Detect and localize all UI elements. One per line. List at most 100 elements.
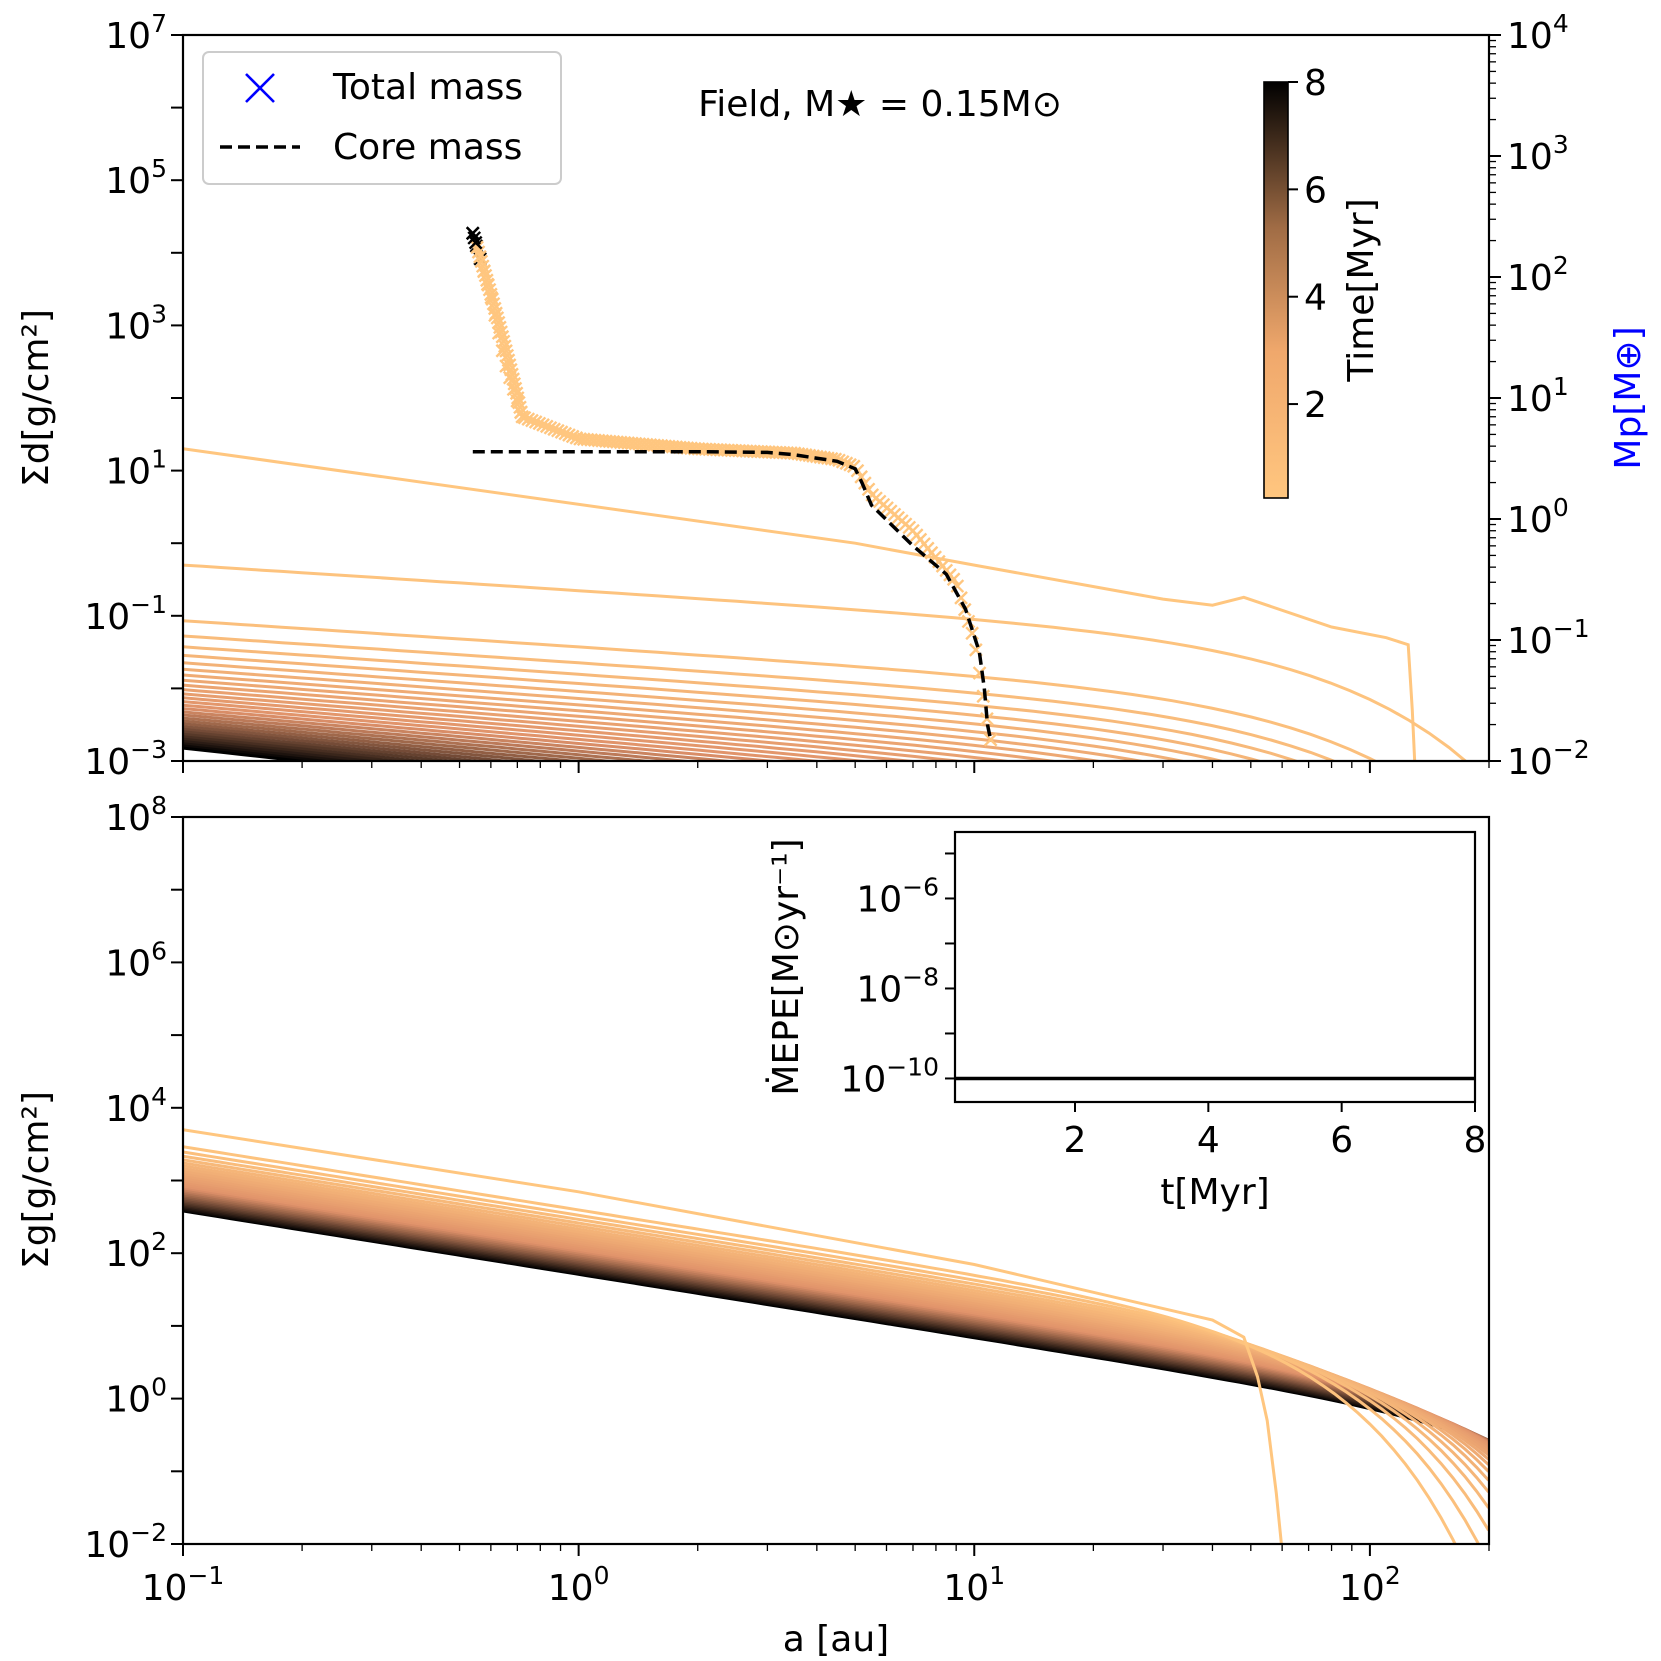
legend: Total mass Core mass xyxy=(202,51,562,185)
colorbar: 2 4 6 8 Time[Myr] xyxy=(1263,63,1382,499)
colorbar-gradient xyxy=(1263,81,1289,499)
dust-profile-line xyxy=(183,563,1468,761)
right-tick-label: 102 xyxy=(1507,251,1569,299)
inset-ylabel: ṀEPE[M⊙yr⁻¹] xyxy=(765,838,807,1095)
colorbar-label: Time[Myr] xyxy=(1341,198,1382,382)
dust-profile-line xyxy=(183,683,1062,761)
dust-profile-line xyxy=(183,703,828,761)
bottom-x-ticks: 10−1 100 101 102 xyxy=(142,1544,1490,1609)
inset-frame xyxy=(953,830,1477,1104)
y-tick-label: 103 xyxy=(105,299,167,347)
x-tick-label: 100 xyxy=(548,1561,610,1609)
colorbar-tick-label: 4 xyxy=(1304,278,1327,319)
total-mass-marker xyxy=(480,273,494,288)
gas-profile-line xyxy=(183,1209,1489,1445)
y-tick-label: 107 xyxy=(105,9,167,57)
colorbar-tick-label: 6 xyxy=(1304,170,1327,211)
total-mass-marker xyxy=(528,415,543,429)
y-tick-label: 101 xyxy=(105,445,167,493)
legend-core-mass-label: Core mass xyxy=(333,127,522,168)
dust-profile-line xyxy=(183,730,490,761)
total-mass-marker xyxy=(471,245,486,259)
dust-profile-line xyxy=(183,619,1379,761)
top-panel: 107 105 103 101 10−1 10−3 104 103 102 101 100 10−1… xyxy=(16,9,1649,783)
total-mass-marker xyxy=(543,420,558,435)
right-tick-label: 100 xyxy=(1507,493,1569,541)
total-mass-marker xyxy=(532,416,547,431)
right-tick-label: 10−2 xyxy=(1507,735,1590,783)
gas-profile-line xyxy=(183,1128,1283,1544)
gas-profile-line xyxy=(183,1208,1489,1445)
dust-profile-line xyxy=(183,719,622,761)
dust-profile-line xyxy=(183,673,1149,761)
total-mass-marker xyxy=(474,254,489,269)
total-mass-marker xyxy=(482,282,497,297)
planet-tracks xyxy=(465,226,998,747)
bottom-panel: 108 106 104 102 100 10−2 10−1 100 101 102 Σg[g/c… xyxy=(16,791,1491,1660)
total-mass-marker xyxy=(467,231,482,245)
inset-x-ticks: 2 4 6 8 xyxy=(1064,1102,1487,1161)
total-mass-marker xyxy=(562,428,576,442)
y-tick-label: 100 xyxy=(105,1373,167,1421)
total-mass-marker xyxy=(473,249,487,264)
chart-annotation: Field, M★ = 0.15M⊙ xyxy=(698,84,1062,125)
y-tick-label: 108 xyxy=(105,791,167,839)
dust-profile-line xyxy=(183,727,521,761)
total-mass-marker xyxy=(536,418,550,432)
dust-profile-line xyxy=(183,713,699,761)
total-mass-marker xyxy=(465,226,480,241)
colorbar-tick-label: 2 xyxy=(1304,385,1327,426)
inset-y-tick-label: 10−6 xyxy=(856,872,939,920)
total-mass-marker xyxy=(976,689,991,704)
total-mass-marker xyxy=(486,296,501,311)
total-mass-marker xyxy=(554,425,569,439)
right-tick-label: 10−1 xyxy=(1507,614,1590,662)
total-mass-marker xyxy=(946,572,961,587)
total-mass-marker xyxy=(539,419,554,434)
legend-total-mass-label: Total mass xyxy=(332,67,523,108)
top-x-ticks xyxy=(182,761,1490,773)
total-mass-marker xyxy=(980,711,994,726)
top-left-y-ticks: 107 105 103 101 10−1 10−3 xyxy=(84,9,183,783)
dust-profile-line xyxy=(183,725,553,761)
inset-background xyxy=(955,832,1475,1102)
dust-profile-line xyxy=(183,688,1017,761)
inset-x-tick-label: 8 xyxy=(1464,1120,1487,1161)
total-mass-marker xyxy=(487,301,502,316)
dust-profile-line xyxy=(183,735,433,761)
dust-profile-line xyxy=(183,634,1338,761)
top-right-ylabel: Mp[M⊕] xyxy=(1608,326,1649,469)
dust-profile-line xyxy=(183,722,586,761)
total-mass-marker xyxy=(983,732,998,747)
dust-profile-line xyxy=(183,710,741,761)
legend-box xyxy=(202,51,562,185)
inset-y-ticks: 10−6 10−8 10−10 xyxy=(840,852,955,1100)
inset-x-tick-label: 4 xyxy=(1197,1120,1220,1161)
total-mass-marker xyxy=(525,413,539,428)
legend-total-mass-marker xyxy=(245,73,275,103)
dust-profile-line xyxy=(183,716,659,761)
core-mass-line xyxy=(472,449,993,741)
bottom-xlabel: a [au] xyxy=(783,1619,889,1660)
top-ylabel: Σd[g/cm²] xyxy=(16,309,57,487)
inset-y-tick-label: 10−10 xyxy=(840,1052,939,1100)
dust-profiles xyxy=(183,447,1468,761)
y-tick-label: 10−1 xyxy=(84,590,167,638)
dust-profile-line xyxy=(183,732,460,761)
x-tick-label: 101 xyxy=(943,1561,1005,1609)
dust-profile-line xyxy=(183,700,875,761)
right-tick-label: 101 xyxy=(1507,372,1569,420)
right-tick-label: 104 xyxy=(1507,9,1569,57)
total-mass-marker xyxy=(475,259,490,274)
gas-profile-line xyxy=(183,1145,1457,1544)
dust-profile-line xyxy=(183,661,1227,761)
inset-y-tick-label: 10−8 xyxy=(856,962,939,1010)
dust-profile-line xyxy=(183,692,970,761)
total-mass-marker xyxy=(484,287,498,302)
y-tick-label: 10−2 xyxy=(84,1518,167,1566)
total-mass-marker xyxy=(481,278,496,292)
total-mass-marker xyxy=(565,429,580,444)
inset-x-tick-label: 6 xyxy=(1330,1120,1353,1161)
gas-profiles xyxy=(183,1128,1489,1544)
